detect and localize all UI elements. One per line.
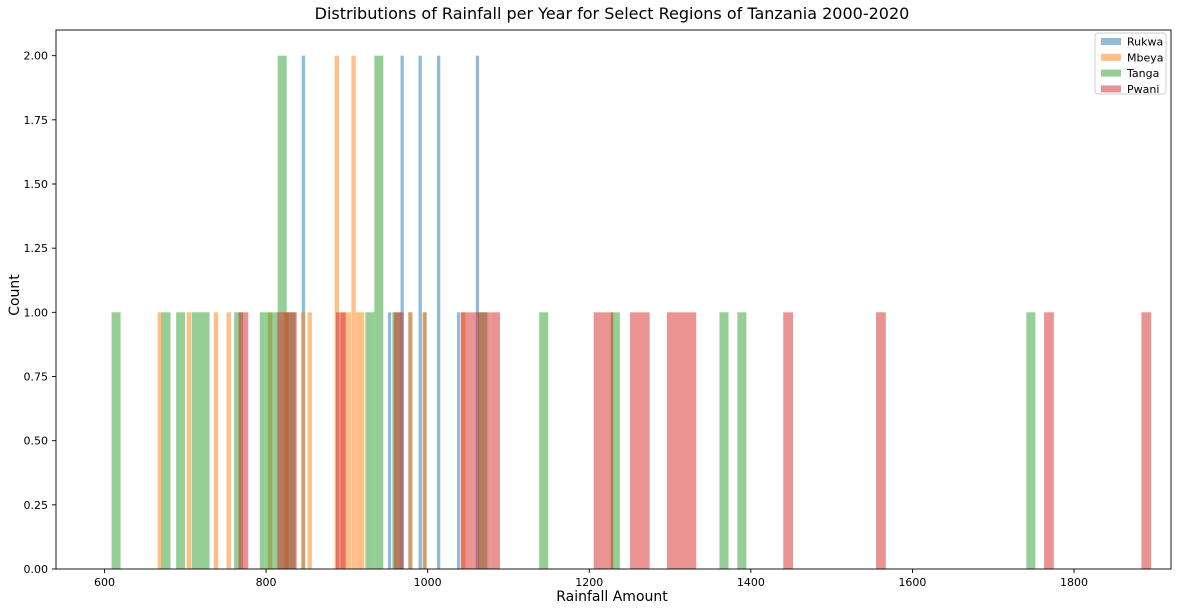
bar-pwani-0: [238, 312, 249, 569]
legend-label-mbeya: Mbeya: [1127, 51, 1164, 64]
chart-title: Distributions of Rainfall per Year for S…: [315, 4, 910, 23]
legend-label-tanga: Tanga: [1126, 67, 1159, 80]
bar-tanga-3: [191, 312, 210, 569]
y-tick-label-0: 0.00: [24, 563, 49, 576]
legend-label-pwani: Pwani: [1127, 83, 1159, 96]
x-tick-label-3: 1200: [575, 576, 603, 589]
bar-pwani-4: [460, 312, 491, 569]
bar-mbeya-12: [408, 312, 413, 569]
bar-rukwa-7: [456, 312, 461, 569]
bar-tanga-0: [111, 312, 121, 569]
x-tick-label-1: 800: [256, 576, 277, 589]
bar-tanga-15: [737, 312, 747, 569]
y-tick-label-8: 2.00: [24, 50, 49, 63]
bar-pwani-5: [490, 312, 500, 569]
bar-mbeya-3: [226, 312, 231, 569]
bar-mbeya-13: [422, 312, 427, 569]
legend: Rukwa Mbeya Tanga Pwani: [1094, 32, 1167, 96]
bar-mbeya-7: [307, 312, 312, 569]
bar-pwani-9: [783, 312, 794, 569]
legend-label-rukwa: Rukwa: [1127, 36, 1163, 49]
y-axis-label: Count: [7, 274, 23, 316]
legend-box: [1094, 32, 1167, 95]
bar-pwani-7: [630, 312, 650, 569]
bar-tanga-9: [374, 55, 384, 570]
x-tick-label-2: 1000: [414, 576, 442, 589]
x-axis-label: Rainfall Amount: [556, 589, 668, 605]
bar-pwani-6: [593, 312, 614, 569]
bar-pwani-8: [666, 312, 697, 569]
bar-pwani-2: [335, 312, 346, 569]
y-axis-ticks: 0.00 0.25 0.50 0.75 1.00 1.25 1.50 1.75 2.00: [24, 50, 56, 576]
bar-tanga-5: [259, 312, 278, 569]
bar-rukwa-6: [436, 55, 441, 570]
legend-swatch-rukwa: [1101, 38, 1121, 45]
legend-swatch-tanga: [1101, 69, 1121, 77]
bar-mbeya-0: [157, 312, 163, 569]
histogram-bars: [111, 55, 1152, 570]
y-tick-label-5: 1.25: [24, 242, 49, 255]
y-tick-label-6: 1.50: [24, 178, 49, 191]
bar-mbeya-2: [213, 312, 219, 569]
y-tick-label-4: 1.00: [24, 306, 49, 319]
x-axis-ticks: 600 800 1000 1200 1400 1600 1800: [94, 569, 1088, 589]
y-tick-label-1: 0.25: [24, 499, 49, 512]
legend-swatch-mbeya: [1101, 53, 1121, 61]
x-tick-label-0: 600: [94, 576, 115, 589]
bar-tanga-14: [719, 312, 729, 569]
bar-tanga-16: [1026, 312, 1036, 569]
bar-rukwa-1: [387, 312, 392, 569]
legend-swatch-pwani: [1101, 85, 1121, 93]
series-pwani: [238, 312, 1152, 569]
bar-pwani-1: [277, 312, 297, 569]
bar-tanga-1: [161, 312, 171, 569]
y-tick-label-2: 0.50: [24, 435, 49, 448]
bar-mbeya-6: [300, 312, 306, 569]
x-tick-label-4: 1400: [737, 576, 765, 589]
plot-frame: [55, 29, 1172, 570]
bar-tanga-2: [176, 312, 186, 569]
bar-pwani-12: [1141, 312, 1152, 569]
bar-tanga-8: [365, 312, 375, 569]
bar-tanga-13: [610, 312, 620, 569]
bar-pwani-3: [393, 312, 404, 569]
bar-pwani-11: [1044, 312, 1054, 569]
y-tick-label-7: 1.75: [24, 114, 49, 127]
y-tick-label-3: 0.75: [24, 371, 49, 384]
bar-mbeya-10: [351, 55, 356, 570]
bar-mbeya-1: [186, 312, 192, 569]
bar-pwani-10: [876, 312, 886, 569]
bar-mbeya-11: [355, 312, 365, 569]
bar-rukwa-4: [418, 55, 422, 570]
x-tick-label-6: 1800: [1060, 576, 1088, 589]
x-tick-label-5: 1600: [898, 576, 926, 589]
bar-tanga-12: [539, 312, 549, 569]
bar-mbeya-9: [340, 312, 351, 569]
